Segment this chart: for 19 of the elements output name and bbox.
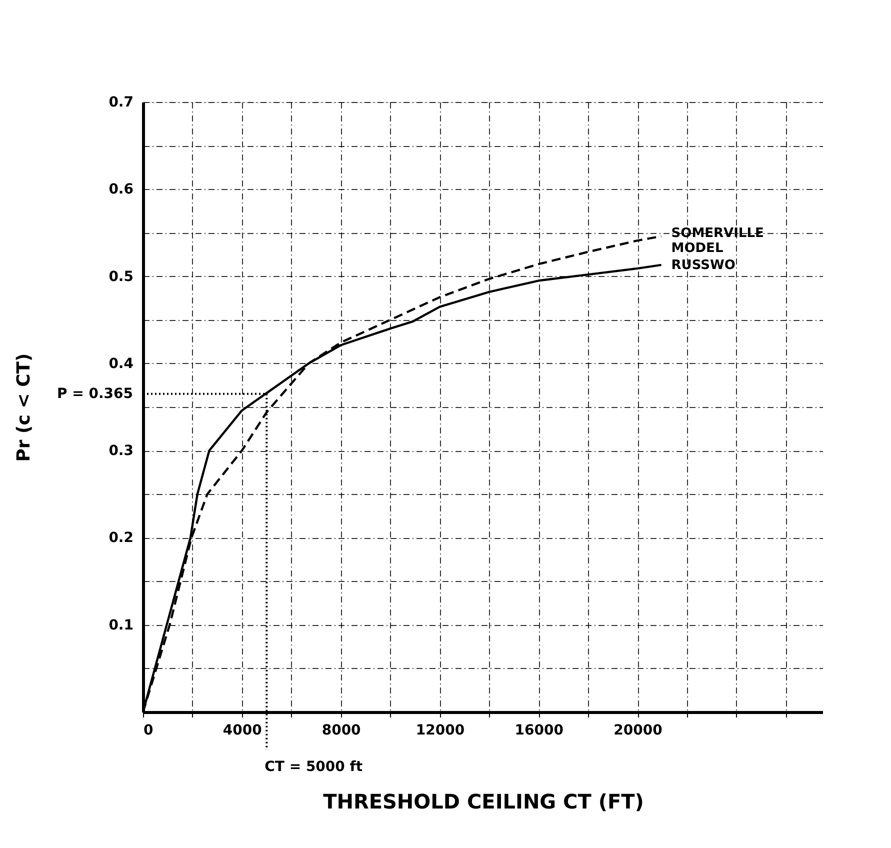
x-tick-label: 20000 [614,722,663,738]
y-tick-label: 0.7 [108,94,134,110]
series-label: SOMERVILLE MODEL [671,226,764,256]
x-tick-label: 0 [144,722,154,738]
x-axis-title: THRESHOLD CEILING CT (FT) [323,790,644,814]
ref-line-label: CT = 5000 ft [264,759,363,775]
x-tick-label: 16000 [514,722,564,738]
ref-line-label: P = 0.365 [56,386,133,402]
series-label: RUSSWO [671,258,736,273]
y-tick-label: 0.2 [108,530,134,546]
y-tick-label: 0.1 [108,617,134,634]
x-tick-label: 8000 [322,722,362,738]
y-axis-title: Pr (c < CT) [14,353,35,462]
y-tick-label: 0.3 [108,443,134,460]
y-tick-label: 0.4 [108,356,134,372]
y-tick-label: 0.6 [108,182,134,198]
x-tick-label: 12000 [416,722,465,738]
y-tick-label: 0.5 [108,268,134,285]
x-tick-label: 4000 [222,722,262,738]
